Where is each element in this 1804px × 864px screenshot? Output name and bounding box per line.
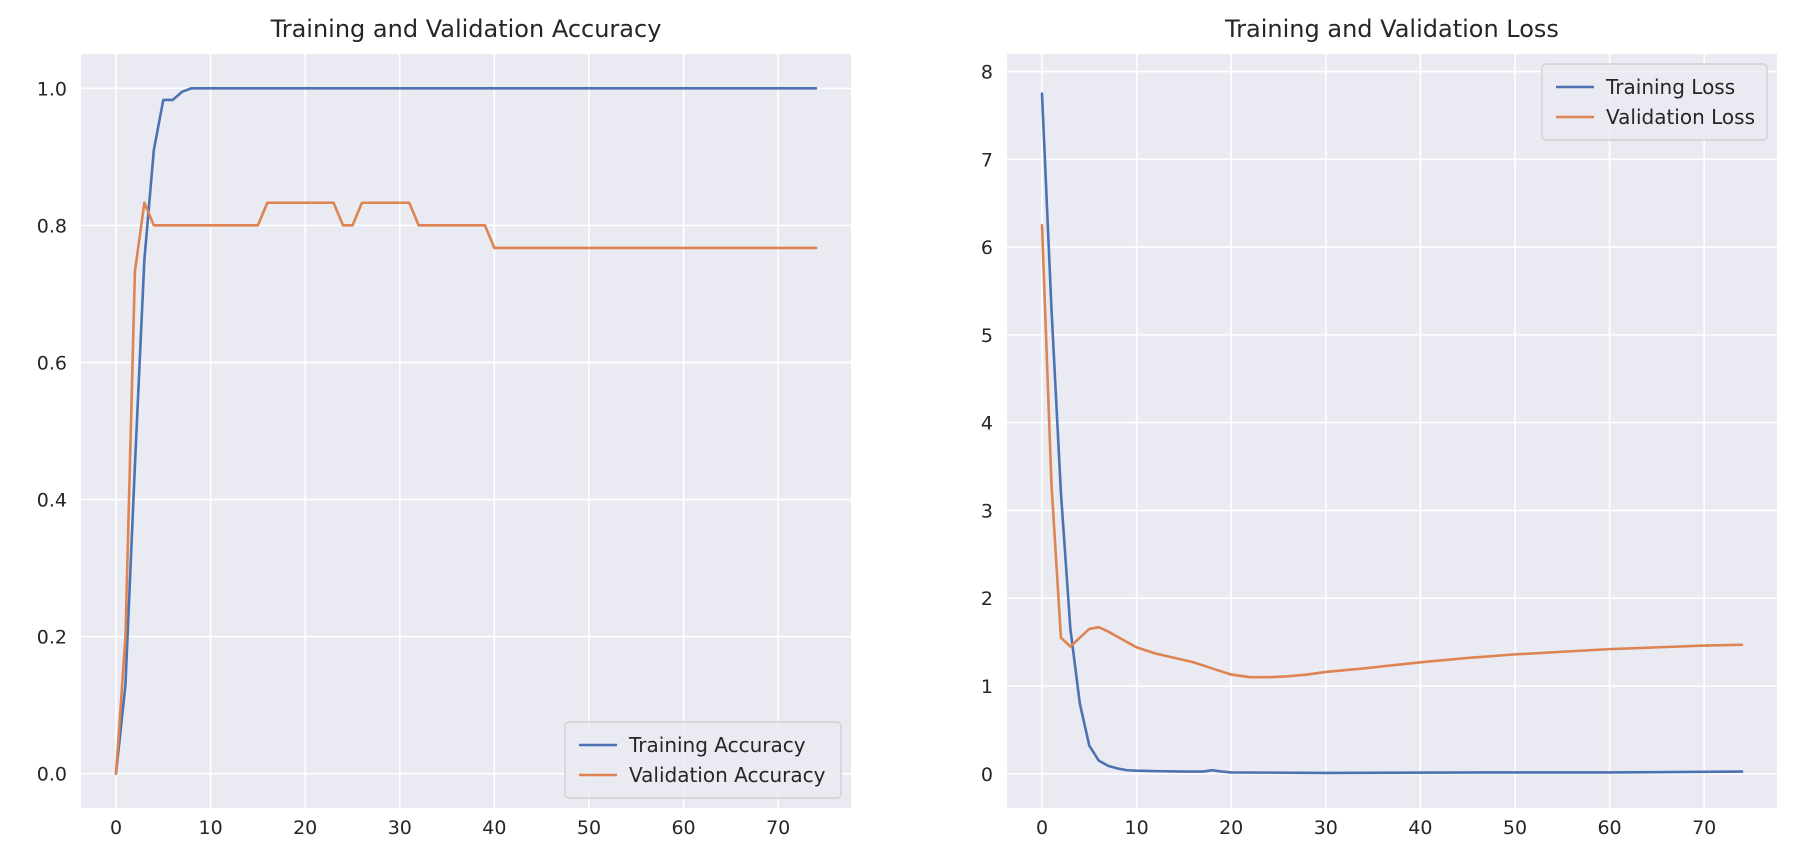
accuracy-x-tick-label: 10 [199,817,223,839]
loss-ticks: 0 10 20 30 40 50 60 70 0 1 2 3 4 5 6 7 8 [981,62,1716,839]
loss-y-tick-label: 0 [981,764,993,786]
accuracy-x-tick-label: 60 [671,817,695,839]
loss-x-tick-label: 40 [1408,817,1432,839]
loss-legend-label: Validation Loss [1606,105,1755,129]
loss-chart-title: Training and Validation Loss [1224,15,1559,43]
loss-legend-label: Training Loss [1605,75,1735,99]
loss-chart: 0 10 20 30 40 50 60 70 0 1 2 3 4 5 6 7 8 Training and Va… [981,15,1777,839]
loss-y-tick-label: 6 [981,237,993,259]
accuracy-x-tick-label: 70 [766,817,790,839]
accuracy-x-tick-label: 50 [577,817,601,839]
accuracy-plot-area [81,54,851,808]
loss-plot-area [1007,54,1777,808]
accuracy-y-tick-label: 0.0 [37,764,67,786]
accuracy-x-tick-label: 30 [388,817,412,839]
loss-y-tick-label: 2 [981,588,993,610]
loss-legend-box [1541,63,1768,141]
loss-series-line-training [1040,92,1744,775]
accuracy-ticks: 0 10 20 30 40 50 60 70 0.0 0.2 0.4 0.6 0.8 1.0 [37,78,790,839]
accuracy-legend-label: Training Accuracy [628,733,806,757]
accuracy-legend-box [564,721,842,799]
loss-y-tick-label: 8 [981,62,993,84]
accuracy-x-tick-label: 20 [293,817,317,839]
loss-x-tick-label: 70 [1692,817,1716,839]
accuracy-y-tick-label: 0.6 [37,352,67,374]
loss-y-tick-label: 1 [981,676,993,698]
accuracy-y-tick-label: 1.0 [37,78,67,100]
loss-y-tick-label: 4 [981,413,993,435]
accuracy-series-line-training [114,86,818,776]
loss-y-tick-label: 5 [981,325,993,347]
accuracy-series [114,86,818,776]
accuracy-chart: 0 10 20 30 40 50 60 70 0.0 0.2 0.4 0.6 0.8 1.0 Traini… [37,15,851,839]
accuracy-series-line-validation [114,201,818,776]
accuracy-y-tick-label: 0.8 [37,215,67,237]
accuracy-legend: Training Accuracy Validation Accuracy [564,721,842,799]
accuracy-x-tick-label: 0 [110,817,122,839]
accuracy-x-tick-label: 40 [482,817,506,839]
loss-x-tick-label: 60 [1597,817,1621,839]
accuracy-y-tick-label: 0.2 [37,627,67,649]
loss-y-tick-label: 3 [981,500,993,522]
accuracy-chart-title: Training and Validation Accuracy [270,15,662,43]
loss-y-tick-label: 7 [981,149,993,171]
loss-x-tick-label: 20 [1219,817,1243,839]
loss-legend: Training Loss Validation Loss [1541,63,1768,141]
loss-x-tick-label: 30 [1314,817,1338,839]
loss-x-tick-label: 10 [1125,817,1149,839]
loss-series [1040,92,1744,775]
loss-x-tick-label: 0 [1036,817,1048,839]
accuracy-y-tick-label: 0.4 [37,490,67,512]
accuracy-legend-label: Validation Accuracy [629,763,826,787]
loss-series-line-validation [1040,223,1744,679]
loss-x-tick-label: 50 [1503,817,1527,839]
